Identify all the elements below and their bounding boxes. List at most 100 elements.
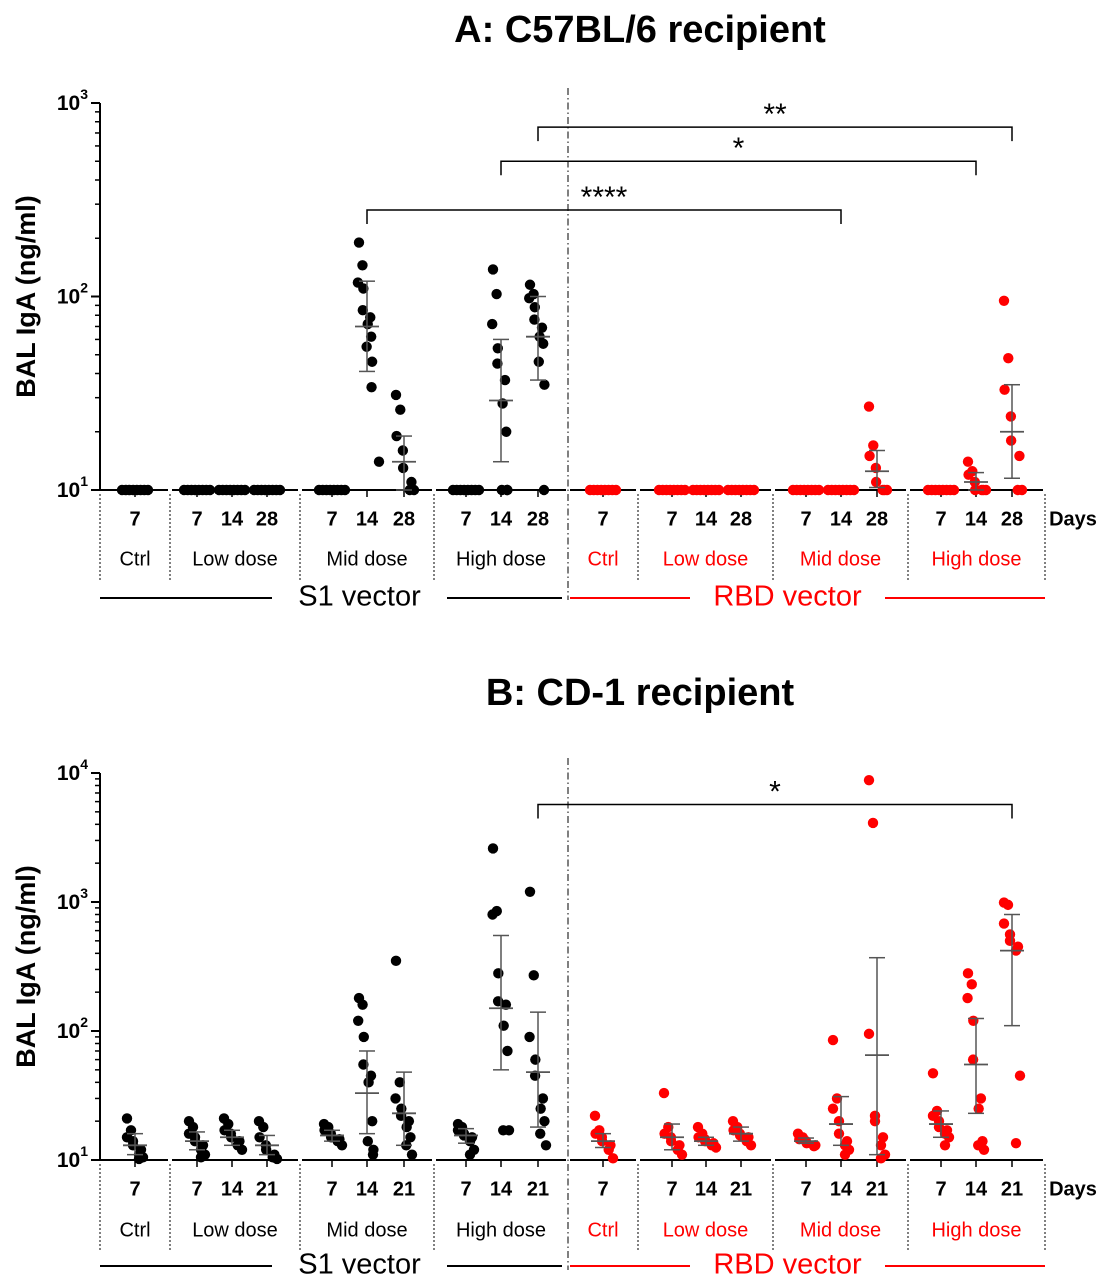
dose-label: Mid dose	[800, 1219, 881, 1241]
data-point	[978, 1144, 990, 1155]
series-rbd	[927, 1068, 955, 1151]
significance-label: ****	[581, 181, 628, 214]
data-point	[260, 1144, 272, 1155]
dose-label: Ctrl	[587, 548, 618, 570]
vector-label: RBD vector	[713, 581, 862, 613]
bracket-line	[500, 160, 977, 176]
data-point	[745, 1140, 757, 1151]
data-point	[274, 484, 286, 496]
data-point	[1014, 1070, 1026, 1081]
day-label: 14	[490, 1178, 513, 1200]
significance-label: **	[763, 98, 787, 131]
day-label: 7	[460, 1178, 471, 1200]
day-label: 7	[326, 1178, 337, 1200]
data-point	[271, 1153, 283, 1165]
series-rbd	[653, 484, 691, 496]
data-point	[658, 1087, 670, 1099]
day-label: 14	[965, 1178, 988, 1200]
data-point	[539, 1115, 550, 1127]
dose-label: Low dose	[192, 548, 278, 570]
dose-label: Mid dose	[800, 548, 881, 570]
series-rbd	[658, 1087, 688, 1160]
data-point	[357, 999, 368, 1010]
data-point	[998, 918, 1010, 929]
significance-bracket: *	[500, 132, 977, 176]
data-point	[401, 1121, 412, 1133]
data-point	[881, 484, 893, 496]
series-s1	[121, 1113, 149, 1165]
data-point	[538, 338, 549, 349]
day-label: 28	[1001, 508, 1023, 530]
series-s1	[213, 484, 251, 496]
day-label: 7	[800, 1178, 811, 1200]
dose-label: High dose	[931, 548, 1021, 570]
data-point	[353, 1015, 364, 1026]
data-point	[397, 445, 409, 456]
data-point	[1002, 899, 1014, 911]
data-point	[713, 484, 725, 496]
day-label: 7	[666, 508, 677, 530]
significance-label: *	[733, 132, 745, 165]
day-label: 14	[356, 1178, 379, 1200]
data-point	[236, 1144, 248, 1155]
data-point	[499, 374, 511, 386]
data-point	[390, 1093, 401, 1104]
series-s1	[390, 955, 418, 1160]
data-point	[1003, 352, 1014, 364]
data-point	[535, 1103, 546, 1114]
data-point	[539, 379, 550, 390]
data-point	[493, 968, 504, 979]
day-label: 7	[935, 508, 946, 530]
data-point	[491, 288, 502, 300]
data-point	[254, 1132, 265, 1143]
y-tick-label: 101	[57, 473, 88, 502]
data-point	[373, 456, 385, 467]
bracket-line	[537, 126, 1013, 142]
data-point	[530, 1054, 541, 1065]
dose-label: High dose	[931, 1219, 1021, 1241]
data-point	[357, 260, 368, 271]
series-s1	[318, 1118, 348, 1151]
data-point	[607, 1153, 619, 1164]
data-point	[610, 484, 622, 496]
data-point	[665, 1135, 677, 1147]
data-point	[358, 283, 369, 294]
series-rbd	[998, 295, 1028, 496]
data-point	[939, 1140, 951, 1151]
day-label: 21	[1001, 1178, 1023, 1200]
data-point	[529, 314, 540, 325]
series-rbd	[863, 401, 893, 496]
data-point	[501, 484, 513, 496]
data-point	[367, 1149, 379, 1160]
data-point	[927, 1068, 939, 1079]
data-point	[366, 356, 378, 367]
data-point	[366, 381, 377, 393]
data-point	[121, 1113, 133, 1124]
panel-b-cd1: B: CD-1 recipient BAL IgA (ng/ml) 101 102 10…	[11, 672, 1097, 1280]
significance-label: *	[769, 775, 781, 808]
day-label: 14	[221, 508, 244, 530]
day-label: 28	[527, 508, 549, 530]
series-rbd	[962, 456, 992, 496]
data-point	[999, 384, 1010, 395]
day-label: 7	[597, 1178, 608, 1200]
data-point	[357, 304, 369, 316]
series-s1	[116, 484, 154, 496]
dose-label: Ctrl	[587, 1219, 618, 1241]
data-point	[239, 484, 251, 496]
data-point	[363, 1077, 374, 1088]
data-point	[870, 476, 882, 488]
y-axis-label: BAL IgA (ng/ml)	[11, 865, 41, 1067]
series-rbd	[687, 484, 725, 496]
day-label: 21	[527, 1178, 549, 1200]
data-point	[1005, 435, 1017, 446]
panel-a-c57bl6: A: C57BL/6 recipient BAL IgA (ng/ml) 101 10…	[11, 9, 1097, 613]
data-point	[528, 970, 539, 981]
day-label: 28	[393, 508, 415, 530]
data-point	[833, 1128, 845, 1139]
series-rbd	[998, 897, 1026, 1149]
series-s1	[524, 886, 552, 1151]
data-point	[524, 1031, 535, 1043]
data-point	[408, 484, 420, 496]
data-point	[839, 1149, 851, 1160]
